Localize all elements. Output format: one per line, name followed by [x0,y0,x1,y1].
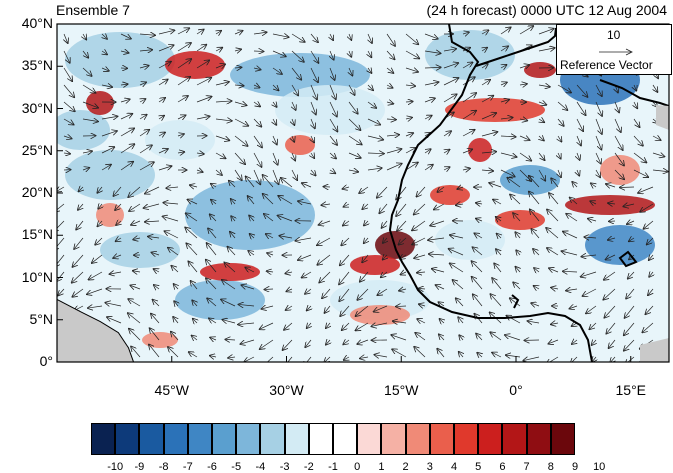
lon-label: 45°W [155,382,189,398]
anomaly-patch [65,32,175,88]
colorbar-cell [357,423,381,455]
colorbar-cell [236,423,260,455]
anomaly-patch [86,91,114,115]
anomaly-patch [175,280,265,320]
colorbar-label: -2 [304,461,314,473]
colorbar-cell [430,423,454,455]
lon-label: 0° [509,382,522,398]
right-arrow-icon [599,47,633,57]
anomaly-patch [524,62,556,78]
anomaly-patch [65,150,155,200]
colorbar-cell [164,423,188,455]
colorbar-label: 7 [524,461,530,473]
reference-vector-label: Reference Vector [560,58,653,72]
reference-vector-box: 10 Reference Vector [556,24,672,75]
anomaly-patch [145,120,215,160]
colorbar-label: 8 [548,461,554,473]
colorbar-cell [188,423,212,455]
colorbar-cell [406,423,430,455]
colorbar-label: -9 [135,461,145,473]
colorbar-label: 5 [475,461,481,473]
colorbar-cell [381,423,405,455]
colorbar-cell [115,423,139,455]
colorbar-cell [502,423,526,455]
colorbar-label: 6 [499,461,505,473]
colorbar-label: 0 [354,461,360,473]
lat-label: 20°N [22,184,53,200]
anomaly-patch [425,30,515,80]
anomaly-patch [495,210,545,230]
anomaly-patch [468,138,492,162]
lon-label: 30°W [269,382,303,398]
colorbar-cell [285,423,309,455]
colorbar-label: -3 [280,461,290,473]
anomaly-patch [350,255,400,275]
colorbar-cell [91,423,115,455]
anomaly-patch [142,332,178,348]
colorbar-cell [333,423,357,455]
anomaly-patch [100,232,180,268]
colorbar-cell [527,423,551,455]
anomaly-patch [275,85,385,135]
lat-label: 15°N [22,226,53,242]
colorbar-label: -1 [328,461,338,473]
colorbar-cell [454,423,478,455]
colorbar-label: -6 [207,461,217,473]
anomaly-patch [185,180,315,250]
colorbar-label: 1 [378,461,384,473]
colorbar-cell [309,423,333,455]
lat-label: 35°N [22,57,53,73]
anomaly-patch [50,110,110,150]
anomaly-patch [430,185,470,205]
lon-label: 15°W [384,382,418,398]
anomaly-patch [285,135,315,155]
map-field [50,24,669,369]
colorbar-cell [212,423,236,455]
lat-label: 0° [40,353,53,369]
anomaly-patch [165,51,225,79]
lon-label: 15°E [615,382,646,398]
colorbar-cell [260,423,284,455]
anomaly-patch [565,195,655,215]
colorbar-label: 3 [427,461,433,473]
lat-label: 25°N [22,142,53,158]
colorbar-label: 9 [572,461,578,473]
anomaly-patch [200,263,260,281]
lat-label: 30°N [22,100,53,116]
colorbar-cell [139,423,163,455]
colorbar-cell [478,423,502,455]
reference-vector-magnitude: 10 [607,28,620,42]
lat-label: 10°N [22,269,53,285]
colorbar-label: -5 [231,461,241,473]
lat-label: 40°N [22,15,53,31]
colorbar-label: -10 [107,461,123,473]
colorbar-label: 4 [451,461,457,473]
colorbar-label: 2 [403,461,409,473]
anomaly-patch [445,98,545,122]
colorbar-label: -4 [256,461,266,473]
colorbar-cell [551,423,575,455]
colorbar-label: -7 [183,461,193,473]
anomaly-patch [435,220,505,260]
colorbar-label: -8 [159,461,169,473]
lat-label: 5°N [30,311,54,327]
colorbar-label: 10 [593,461,605,473]
